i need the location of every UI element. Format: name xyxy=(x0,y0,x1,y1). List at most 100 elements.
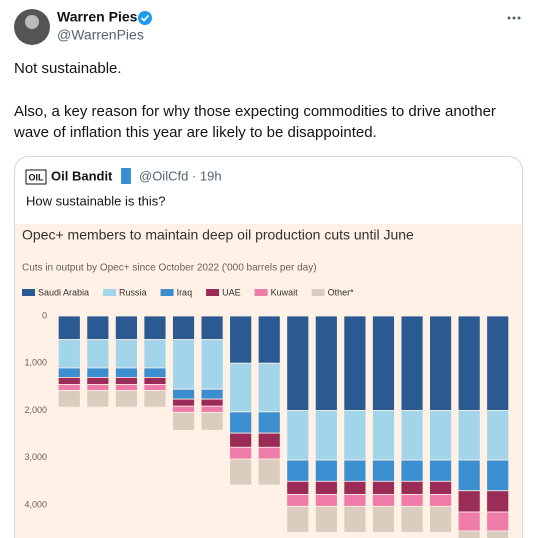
bar-segment xyxy=(86,367,110,378)
bar-segment xyxy=(486,410,510,461)
bar-segment xyxy=(86,377,110,385)
legend-label: UAE xyxy=(222,287,241,297)
bar-segment xyxy=(457,410,481,461)
legend-swatch xyxy=(311,289,325,296)
bar-segment xyxy=(115,390,138,408)
post-text: wave of inflation this year are likely t… xyxy=(13,124,377,141)
legend-label: Iraq xyxy=(177,287,193,297)
bar-segment xyxy=(457,459,481,492)
verified-check xyxy=(140,14,150,22)
bar-segment xyxy=(429,410,452,461)
author-name[interactable]: Warren Pies xyxy=(57,9,138,25)
bar-segment xyxy=(486,315,510,411)
bar-segment xyxy=(86,339,110,369)
bar-segment xyxy=(486,459,510,492)
bar-segment xyxy=(429,315,452,411)
bar-segment xyxy=(429,505,452,533)
more-button[interactable] xyxy=(507,16,521,20)
bar-segment xyxy=(486,530,510,538)
bar-segment xyxy=(314,459,338,482)
legend-label: Saudi Arabia xyxy=(38,287,89,297)
y-tick-label: 2,000 xyxy=(24,405,47,415)
bar-segment xyxy=(372,505,395,533)
bar-segment xyxy=(257,362,281,413)
bar-segment xyxy=(457,511,481,532)
bar-segment xyxy=(429,494,452,507)
bar-segment xyxy=(200,339,224,390)
legend-label: Kuwait xyxy=(271,287,299,297)
bar-segment xyxy=(372,410,395,461)
bar-segment xyxy=(57,384,81,392)
bar-segment xyxy=(486,511,510,532)
legend-label: Russia xyxy=(119,287,147,297)
bar-segment xyxy=(286,459,310,482)
bar-segment xyxy=(343,315,367,411)
quote-text: How sustainable is this? xyxy=(26,193,165,208)
bar-segment xyxy=(115,367,138,378)
y-tick-label: 3,000 xyxy=(24,452,47,462)
y-tick-label: 1,000 xyxy=(24,358,47,368)
bar-segment xyxy=(57,377,81,385)
bar-segment xyxy=(57,339,81,369)
fuel-icon xyxy=(121,168,131,184)
bar-segment xyxy=(143,377,167,385)
bar-segment xyxy=(86,315,110,341)
bar-segment xyxy=(257,315,281,364)
bar-segment xyxy=(372,315,395,411)
bar-segment xyxy=(57,315,81,341)
bar-segment xyxy=(229,432,253,448)
bar-segment xyxy=(172,411,195,431)
bar-segment xyxy=(400,410,424,461)
legend-swatch xyxy=(160,289,174,296)
quote-meta: @OilCfd · 19h xyxy=(139,168,222,183)
post-text: Also, a key reason for why those expecti… xyxy=(14,103,496,120)
bar-segment xyxy=(143,367,167,378)
bar-segment xyxy=(257,458,281,486)
bar-segment xyxy=(115,315,138,341)
bar-segment xyxy=(343,410,367,461)
legend-swatch xyxy=(103,289,117,296)
legend-swatch xyxy=(254,289,268,296)
chart-subtitle: Cuts in output by Opec+ since October 20… xyxy=(22,263,317,274)
bar-segment xyxy=(400,480,424,495)
bar-segment xyxy=(257,411,281,434)
legend-swatch xyxy=(22,289,35,296)
bar-segment xyxy=(143,390,167,408)
legend-swatch xyxy=(206,289,220,296)
bar-segment xyxy=(86,390,110,408)
bar-segment xyxy=(314,494,338,507)
bar-segment xyxy=(229,362,253,413)
bar-segment xyxy=(400,505,424,533)
bar-segment xyxy=(257,446,281,460)
y-tick-label: 4,000 xyxy=(24,499,47,509)
bar-segment xyxy=(372,480,395,495)
avatar-face xyxy=(25,15,39,29)
bar-segment xyxy=(314,410,338,461)
bar-segment xyxy=(115,384,138,392)
bar-segment xyxy=(229,446,253,460)
bar-segment xyxy=(343,494,367,507)
bar-segment xyxy=(143,384,167,392)
bar-segment xyxy=(115,339,138,369)
bar-segment xyxy=(172,339,195,390)
verified-badge xyxy=(138,11,152,25)
bar-segment xyxy=(229,315,253,364)
y-tick-label: 0 xyxy=(42,310,47,320)
legend-label: Other* xyxy=(328,287,355,297)
bar-segment xyxy=(257,432,281,448)
bar-segment xyxy=(314,315,338,411)
post-text: Not sustainable. xyxy=(14,60,122,77)
bar-segment xyxy=(429,480,452,495)
quote-logo-text: OIL xyxy=(29,172,45,182)
author-handle[interactable]: @WarrenPies xyxy=(57,27,144,43)
bar-segment xyxy=(457,530,481,538)
bar-segment xyxy=(200,398,224,407)
bar-segment xyxy=(200,315,224,341)
bar-segment xyxy=(343,459,367,482)
bar-segment xyxy=(457,315,481,411)
bar-segment xyxy=(343,480,367,495)
bar-segment xyxy=(172,315,195,341)
quote-author-name: Oil Bandit xyxy=(51,168,113,183)
bar-segment xyxy=(372,494,395,507)
bar-segment xyxy=(286,480,310,495)
